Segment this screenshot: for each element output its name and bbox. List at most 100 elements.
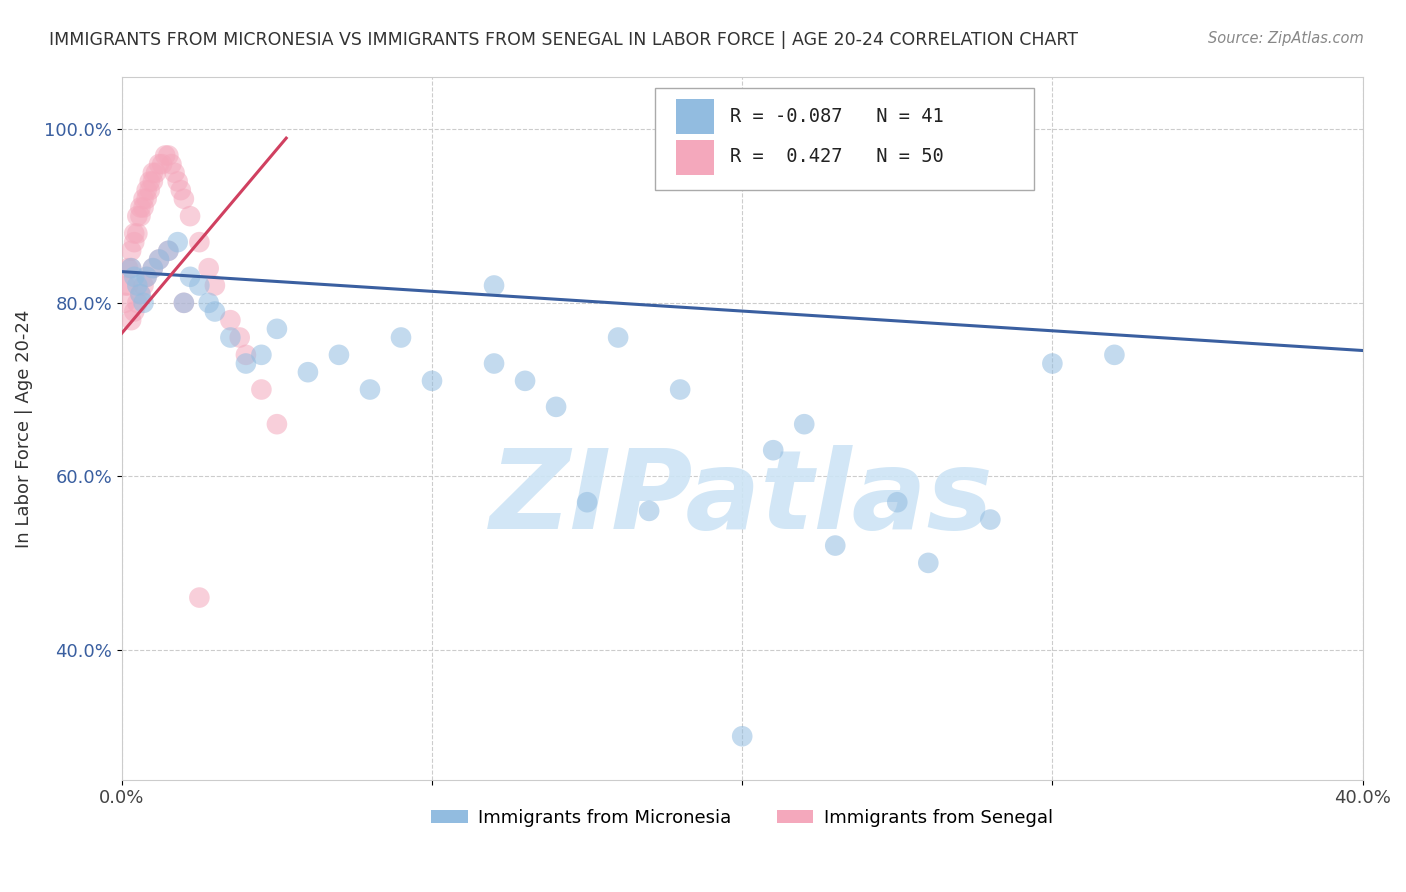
- Point: [204, 304, 226, 318]
- Point: [638, 504, 661, 518]
- Point: [917, 556, 939, 570]
- Point: [117, 278, 139, 293]
- Point: [228, 330, 250, 344]
- Point: [576, 495, 599, 509]
- Point: [188, 591, 211, 605]
- Point: [120, 244, 142, 258]
- Point: [122, 304, 145, 318]
- Point: [122, 269, 145, 284]
- Point: [142, 174, 165, 188]
- Bar: [676, 140, 714, 175]
- Point: [420, 374, 443, 388]
- Point: [135, 269, 157, 284]
- Point: [266, 322, 288, 336]
- Point: [235, 357, 257, 371]
- Point: [135, 183, 157, 197]
- Point: [148, 252, 170, 267]
- Point: [166, 235, 188, 249]
- Point: [122, 235, 145, 249]
- Point: [204, 278, 226, 293]
- Text: R = -0.087   N = 41: R = -0.087 N = 41: [730, 107, 943, 126]
- Point: [120, 261, 142, 276]
- Point: [129, 201, 152, 215]
- Point: [148, 252, 170, 267]
- Point: [127, 295, 149, 310]
- Point: [129, 287, 152, 301]
- Text: ZIPatlas: ZIPatlas: [491, 445, 994, 552]
- Point: [157, 148, 180, 162]
- Point: [546, 400, 568, 414]
- Point: [142, 166, 165, 180]
- Point: [132, 192, 155, 206]
- Point: [142, 261, 165, 276]
- Point: [173, 192, 195, 206]
- Bar: [676, 99, 714, 135]
- Point: [197, 295, 219, 310]
- Point: [266, 417, 288, 432]
- Point: [127, 209, 149, 223]
- Point: [117, 261, 139, 276]
- Point: [762, 443, 785, 458]
- Point: [155, 148, 177, 162]
- Point: [173, 295, 195, 310]
- FancyBboxPatch shape: [655, 88, 1033, 190]
- Point: [669, 383, 692, 397]
- Point: [793, 417, 815, 432]
- Point: [120, 261, 142, 276]
- Point: [157, 244, 180, 258]
- Point: [359, 383, 381, 397]
- Point: [297, 365, 319, 379]
- Point: [122, 227, 145, 241]
- Point: [173, 295, 195, 310]
- Point: [197, 261, 219, 276]
- Point: [139, 183, 162, 197]
- Point: [179, 269, 201, 284]
- Point: [132, 201, 155, 215]
- Point: [157, 244, 180, 258]
- Point: [250, 348, 273, 362]
- Point: [235, 348, 257, 362]
- Point: [328, 348, 350, 362]
- Point: [160, 157, 183, 171]
- Point: [139, 174, 162, 188]
- Point: [188, 278, 211, 293]
- Point: [219, 330, 242, 344]
- Point: [166, 174, 188, 188]
- Point: [142, 261, 165, 276]
- Point: [170, 183, 193, 197]
- Point: [607, 330, 630, 344]
- Point: [150, 157, 173, 171]
- Point: [979, 512, 1001, 526]
- Point: [482, 357, 505, 371]
- Point: [389, 330, 412, 344]
- Text: Source: ZipAtlas.com: Source: ZipAtlas.com: [1208, 31, 1364, 46]
- Legend: Immigrants from Micronesia, Immigrants from Senegal: Immigrants from Micronesia, Immigrants f…: [425, 801, 1060, 834]
- Y-axis label: In Labor Force | Age 20-24: In Labor Force | Age 20-24: [15, 310, 32, 548]
- Point: [824, 539, 846, 553]
- Point: [482, 278, 505, 293]
- Point: [127, 278, 149, 293]
- Point: [145, 166, 167, 180]
- Point: [127, 227, 149, 241]
- Point: [179, 209, 201, 223]
- Point: [132, 278, 155, 293]
- Point: [250, 383, 273, 397]
- Point: [120, 313, 142, 327]
- Text: IMMIGRANTS FROM MICRONESIA VS IMMIGRANTS FROM SENEGAL IN LABOR FORCE | AGE 20-24: IMMIGRANTS FROM MICRONESIA VS IMMIGRANTS…: [49, 31, 1078, 49]
- Point: [1104, 348, 1126, 362]
- Point: [135, 192, 157, 206]
- Point: [188, 235, 211, 249]
- Point: [1040, 357, 1063, 371]
- Point: [163, 166, 186, 180]
- Point: [135, 269, 157, 284]
- Point: [731, 729, 754, 743]
- Point: [132, 295, 155, 310]
- Point: [513, 374, 536, 388]
- Point: [886, 495, 908, 509]
- Point: [219, 313, 242, 327]
- Point: [129, 287, 152, 301]
- Text: R =  0.427   N = 50: R = 0.427 N = 50: [730, 147, 943, 167]
- Point: [114, 278, 136, 293]
- Point: [148, 157, 170, 171]
- Point: [114, 295, 136, 310]
